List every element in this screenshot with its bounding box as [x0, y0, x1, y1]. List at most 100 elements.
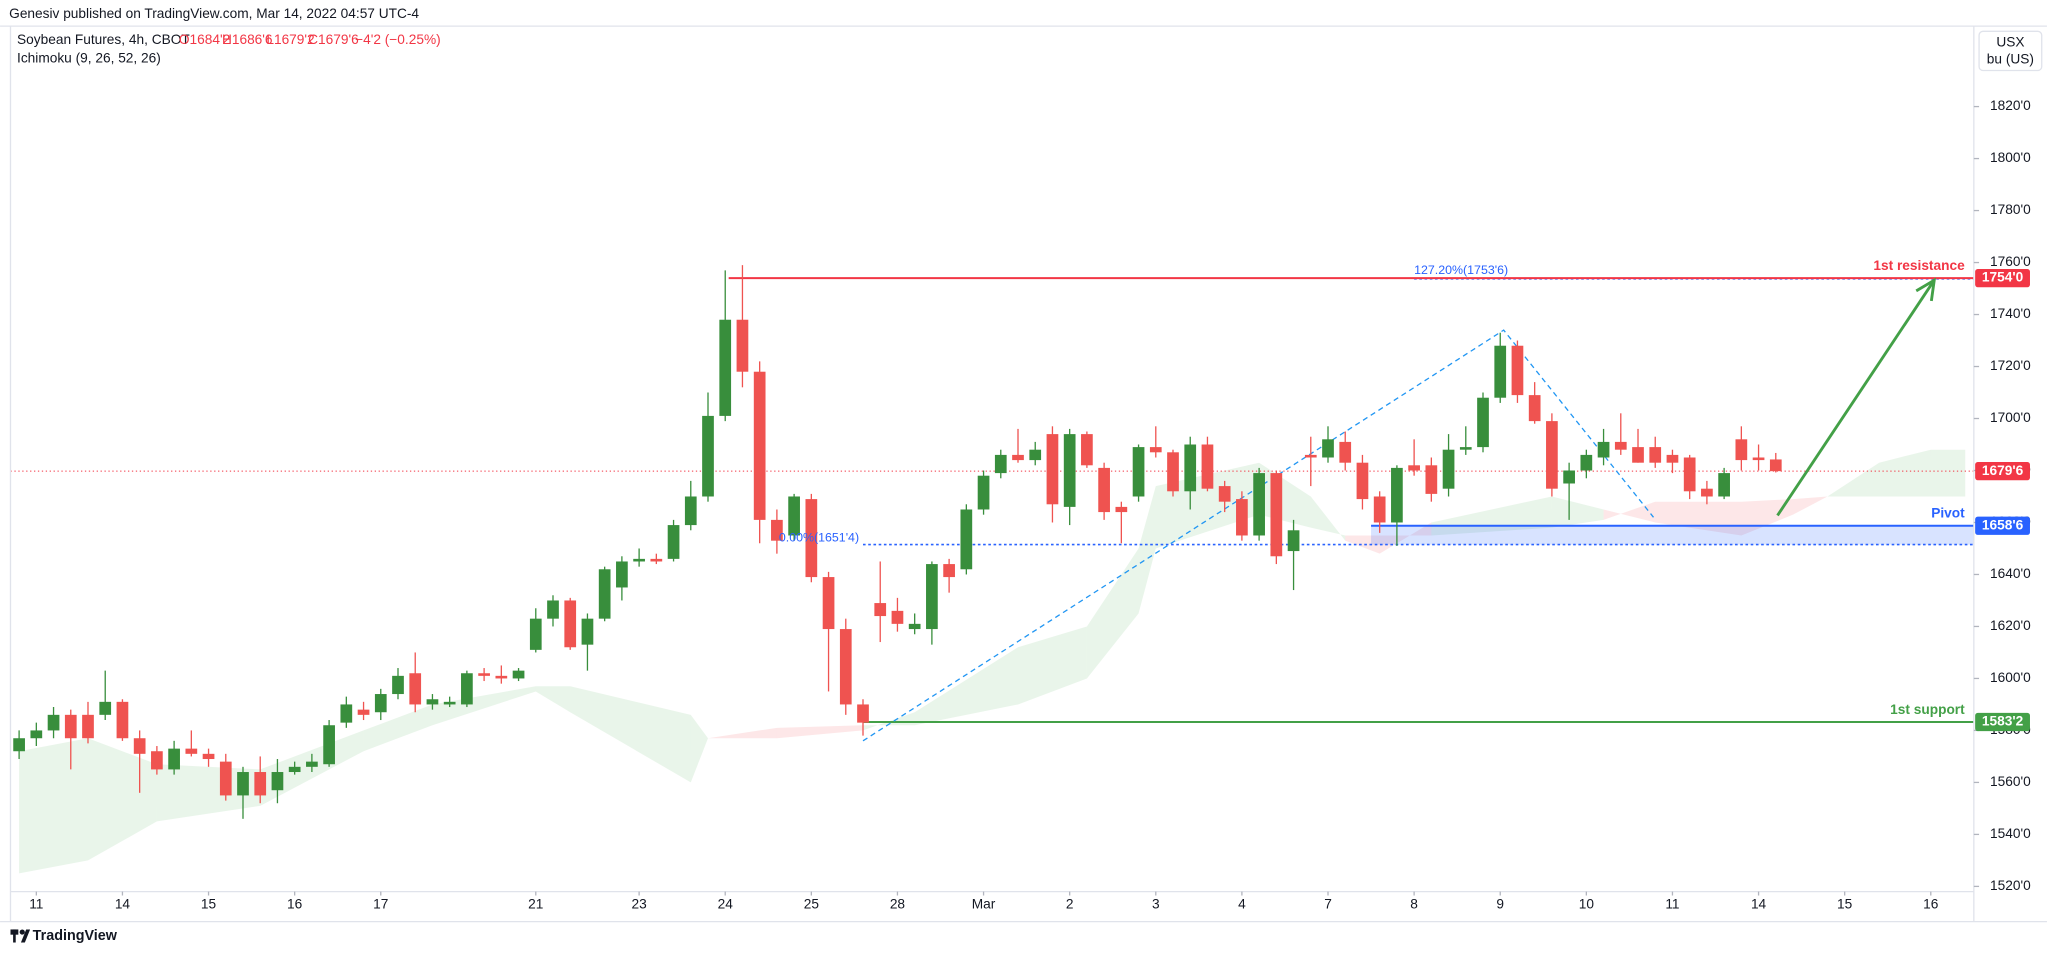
candle-body — [943, 564, 955, 578]
candle-body — [1304, 454, 1317, 458]
x-tick-label: Mar — [972, 896, 996, 911]
candle-body — [1236, 499, 1248, 536]
candle-body — [47, 714, 60, 731]
x-tick-label: 4 — [1238, 896, 1246, 911]
y-tick-label: 1620'0 — [1990, 618, 2031, 633]
candle-body — [771, 519, 783, 541]
level-name: Pivot — [1931, 506, 1965, 521]
candle-body — [219, 761, 232, 796]
candle-body — [1494, 345, 1507, 398]
candle-body — [874, 603, 887, 617]
candle-body — [908, 623, 921, 630]
arrow-head — [1915, 277, 1937, 302]
x-tick-label: 15 — [201, 896, 217, 911]
price-badge — [1975, 712, 2030, 732]
x-tick-label: 11 — [1665, 896, 1679, 911]
y-tick-label: 1720'0 — [1990, 358, 2031, 373]
candle-body — [702, 415, 714, 497]
candle-body — [1649, 447, 1662, 463]
candle-body — [736, 319, 749, 372]
candle-body — [1442, 449, 1455, 489]
candle-body — [1752, 457, 1765, 461]
candle-body — [1632, 447, 1644, 463]
candle-body — [1373, 496, 1386, 523]
ichimoku-cloud — [1379, 522, 1432, 554]
candle-body — [1081, 434, 1093, 466]
ichimoku-cloud — [156, 764, 261, 822]
price-badge-label: 1679'6 — [1982, 463, 2024, 478]
candle-body — [1597, 441, 1610, 458]
candle-body — [1339, 441, 1352, 463]
ichimoku-cloud — [1930, 449, 1966, 497]
tradingview-logo — [10, 929, 31, 943]
candle-body — [271, 772, 284, 791]
y-tick-label: 1700'0 — [1990, 410, 2031, 425]
ichimoku-cloud — [776, 725, 864, 739]
candle-body — [99, 701, 112, 715]
price-badge-label: 1583'2 — [1982, 714, 2024, 729]
candle-body — [805, 499, 818, 578]
candle-body — [13, 738, 25, 752]
x-tick-label: 3 — [1152, 896, 1160, 911]
ichimoku-cloud — [1155, 462, 1260, 549]
candle-body — [753, 371, 766, 520]
low-label: L1679'2 — [266, 32, 314, 47]
level-name: 1st support — [1890, 702, 1965, 717]
y-tick-label: 1780'0 — [1990, 202, 2031, 217]
price-badge — [1975, 462, 2030, 481]
plot-area — [10, 265, 1974, 874]
x-tick-label: 10 — [1579, 896, 1595, 911]
x-tick-label: 23 — [631, 896, 647, 911]
candle-body — [1287, 530, 1300, 552]
candle-body — [633, 558, 645, 562]
high-label: H1686'6 — [222, 32, 273, 47]
candle-body — [529, 618, 542, 650]
x-tick-label: 28 — [890, 896, 906, 911]
candle-body — [1012, 454, 1024, 461]
indicator-label: Ichimoku (9, 26, 52, 26) — [17, 50, 161, 65]
y-tick-label: 1520'0 — [1990, 878, 2031, 893]
candle-body — [650, 558, 663, 562]
y-tick-label: 1740'0 — [1990, 306, 2031, 321]
candle-body — [116, 701, 129, 739]
candle-body — [1149, 447, 1162, 453]
candle-body — [237, 772, 249, 796]
candle-body — [1459, 447, 1472, 450]
candle-body — [202, 753, 215, 760]
currency-box[interactable] — [1978, 30, 2043, 72]
candle-body — [409, 673, 422, 705]
x-tick-label: 8 — [1410, 896, 1418, 911]
ichimoku-cloud — [1879, 449, 1931, 497]
ichimoku-cloud — [1310, 496, 1346, 541]
x-tick-label: 16 — [287, 896, 303, 911]
candle-body — [891, 610, 904, 624]
y-tick-label: 1540'0 — [1990, 826, 2031, 841]
change-label: −4'2 (−0.25%) — [355, 32, 441, 47]
candle-body — [1666, 454, 1679, 463]
candle-body — [323, 725, 335, 765]
candle-body — [960, 509, 973, 570]
candle-body — [684, 496, 697, 526]
candle-body — [1184, 444, 1197, 492]
x-tick-label: 7 — [1324, 896, 1332, 911]
candle-body — [857, 704, 869, 723]
arrow — [1776, 279, 1936, 517]
candle-body — [598, 569, 611, 619]
candle-body — [306, 761, 318, 767]
ichimoku-cloud — [432, 686, 536, 726]
candle-body — [392, 675, 404, 695]
candle-body — [1356, 462, 1369, 500]
x-tick-label: 11 — [29, 896, 43, 911]
candle-body — [1528, 395, 1541, 422]
x-tick-label: 2 — [1066, 896, 1074, 911]
candle-body — [1132, 447, 1145, 497]
x-tick-label: 25 — [804, 896, 820, 911]
candle-body — [340, 704, 353, 723]
candle-body — [822, 577, 835, 630]
candle-body — [1769, 459, 1782, 472]
close-label: C1679'6 — [308, 32, 359, 47]
x-tick-label: 17 — [373, 896, 388, 911]
price-badge — [1975, 516, 2030, 535]
